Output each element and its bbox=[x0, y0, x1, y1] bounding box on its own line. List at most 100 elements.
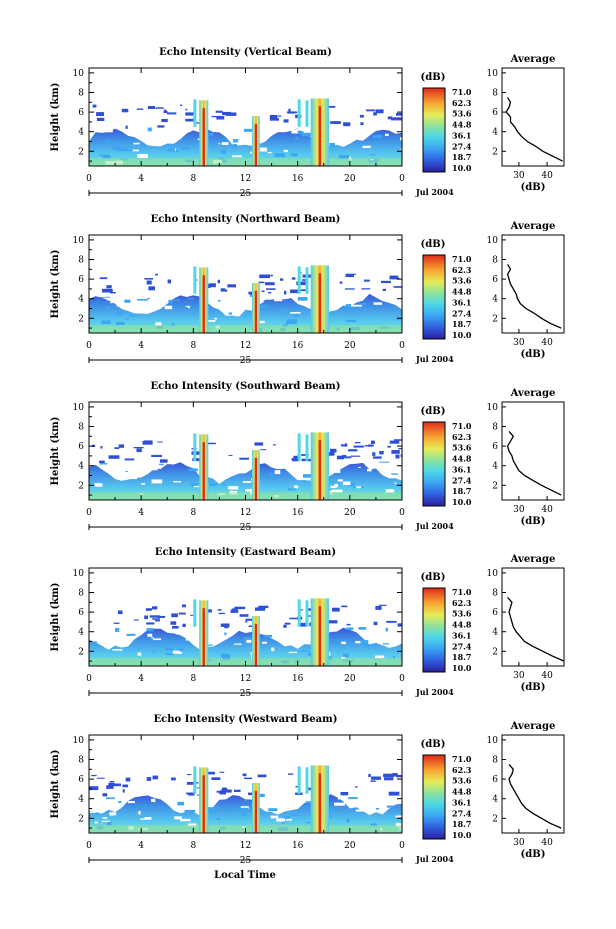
echo-patch bbox=[262, 641, 267, 644]
echo-patch bbox=[398, 448, 402, 450]
echo-patch bbox=[358, 627, 367, 630]
echo-patch bbox=[255, 793, 265, 798]
echo-patch bbox=[371, 464, 380, 468]
echo-patch bbox=[260, 449, 267, 451]
echo-patch bbox=[266, 143, 275, 146]
x-tick-label: 12 bbox=[240, 841, 251, 851]
echo-column bbox=[305, 100, 309, 127]
echo-patch bbox=[177, 801, 184, 806]
echo-patch bbox=[283, 624, 287, 628]
echo-patch bbox=[255, 607, 266, 611]
colorbar-tick-label: 44.8 bbox=[452, 120, 472, 130]
echo-patch bbox=[109, 812, 117, 816]
echo-patch bbox=[133, 467, 143, 471]
echo-patch bbox=[232, 155, 242, 158]
y-tick-label: 4 bbox=[78, 795, 84, 805]
echo-patch bbox=[228, 808, 231, 812]
plume-core bbox=[202, 108, 205, 166]
echo-patch bbox=[134, 462, 137, 465]
echo-patch bbox=[387, 445, 391, 448]
y-tick-label: 8 bbox=[78, 256, 84, 266]
echo-patch bbox=[245, 618, 257, 621]
echo-patch bbox=[210, 807, 221, 810]
echo-patch bbox=[128, 305, 135, 309]
echo-patch bbox=[99, 463, 108, 465]
echo-patch bbox=[385, 133, 389, 136]
echo-patch bbox=[256, 301, 264, 303]
echo-patch bbox=[237, 807, 249, 812]
echo-patch bbox=[146, 622, 155, 625]
echo-patch bbox=[127, 149, 133, 152]
echo-patch bbox=[214, 317, 217, 320]
echo-patch bbox=[276, 818, 286, 822]
echo-patch bbox=[159, 463, 164, 466]
echo-column bbox=[193, 433, 197, 461]
echo-patch bbox=[167, 148, 176, 152]
echo-patch bbox=[287, 111, 296, 114]
profile-y-tick-label: 8 bbox=[492, 256, 498, 266]
y-axis-label: Height (km) bbox=[50, 83, 61, 152]
y-tick-label: 6 bbox=[78, 775, 84, 785]
colorbar-unit: (dB) bbox=[421, 406, 446, 417]
echo-patch bbox=[340, 299, 351, 303]
echo-patch bbox=[290, 312, 301, 314]
echo-patch bbox=[306, 477, 315, 481]
colorbar-tick-label: 44.8 bbox=[452, 454, 472, 464]
echo-column bbox=[297, 599, 301, 627]
echo-patch bbox=[244, 777, 253, 780]
y-tick-label: 2 bbox=[78, 647, 84, 657]
echo-patch bbox=[118, 610, 123, 615]
echo-patch bbox=[179, 648, 184, 652]
echo-patch bbox=[112, 649, 123, 651]
echo-patch bbox=[286, 818, 292, 821]
x-tick-label: 0 bbox=[399, 841, 405, 851]
echo-patch bbox=[394, 439, 402, 441]
echo-patch bbox=[96, 777, 105, 779]
echo-patch bbox=[218, 300, 221, 302]
colorbar-tick-label: 53.6 bbox=[452, 776, 472, 786]
echo-patch bbox=[358, 466, 361, 468]
echo-patch bbox=[146, 628, 154, 632]
echo-patch bbox=[220, 623, 230, 627]
colorbar-unit: (dB) bbox=[421, 72, 446, 83]
profile-y-tick-label: 4 bbox=[492, 628, 498, 638]
echo-patch bbox=[274, 470, 281, 475]
echo-patch bbox=[301, 132, 312, 137]
colorbar-tick-label: 62.3 bbox=[452, 265, 472, 275]
echo-column bbox=[305, 434, 309, 461]
echo-patch bbox=[152, 618, 160, 620]
echo-patch bbox=[304, 635, 308, 637]
echo-patch bbox=[400, 454, 402, 457]
echo-patch bbox=[295, 136, 299, 140]
profile-x-tick-label: 40 bbox=[541, 171, 553, 181]
echo-patch bbox=[288, 773, 294, 775]
echo-patch bbox=[272, 444, 276, 446]
echo-patch bbox=[353, 445, 364, 448]
echo-patch bbox=[144, 440, 153, 445]
echo-patch bbox=[361, 288, 371, 290]
profile-title: Average bbox=[510, 554, 556, 565]
echo-patch bbox=[148, 286, 155, 291]
echo-patch bbox=[371, 440, 375, 445]
echo-patch bbox=[281, 308, 288, 311]
echo-patch bbox=[216, 116, 225, 120]
echo-patch bbox=[265, 282, 275, 286]
x-tick-label: 16 bbox=[292, 841, 304, 851]
echo-patch bbox=[389, 440, 400, 444]
date-label: Jul 2004 bbox=[415, 854, 454, 864]
echo-patch bbox=[141, 483, 146, 485]
y-axis-label: Height (km) bbox=[50, 750, 61, 819]
echo-patch bbox=[305, 822, 315, 824]
echo-patch bbox=[224, 632, 227, 636]
echo-patch bbox=[107, 821, 112, 826]
x-tick-label: 0 bbox=[86, 174, 92, 184]
echo-patch bbox=[217, 279, 220, 284]
echo-patch bbox=[173, 299, 180, 301]
echo-patch bbox=[342, 481, 351, 485]
profile-y-tick-label: 8 bbox=[492, 423, 498, 433]
profile-y-tick-label: 4 bbox=[492, 128, 498, 138]
echo-patch bbox=[221, 149, 227, 154]
echo-patch bbox=[187, 298, 194, 300]
echo-patch bbox=[386, 805, 393, 808]
echo-patch bbox=[94, 821, 98, 824]
